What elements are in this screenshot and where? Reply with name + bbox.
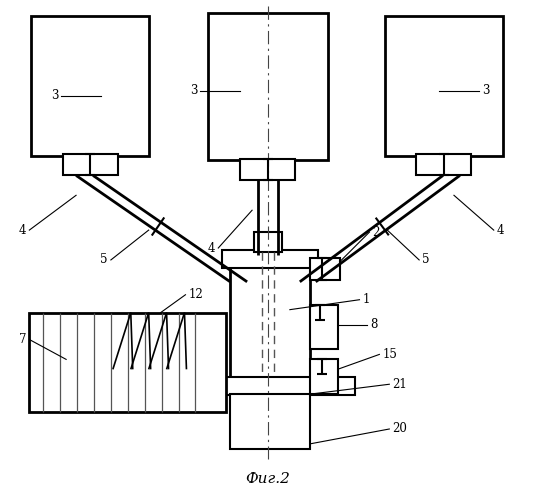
Bar [230, 394, 310, 449]
Text: 2: 2 [373, 226, 380, 239]
Text: 21: 21 [392, 378, 407, 391]
Text: 5: 5 [422, 253, 430, 266]
Bar [385, 16, 503, 156]
Bar [29, 313, 226, 412]
Bar [222, 250, 318, 268]
Text: Фиг.2: Фиг.2 [245, 472, 291, 486]
Text: 3: 3 [482, 84, 489, 97]
Bar [63, 154, 118, 176]
Text: 5: 5 [100, 253, 108, 266]
Bar [310, 359, 338, 394]
Bar [310, 305, 338, 349]
Text: 4: 4 [19, 224, 26, 237]
Text: 4: 4 [497, 224, 504, 237]
Text: 15: 15 [382, 348, 397, 361]
Bar [31, 16, 148, 156]
Text: 12: 12 [189, 288, 203, 301]
Text: 8: 8 [370, 318, 378, 331]
Bar [185, 377, 354, 395]
Text: 3: 3 [51, 89, 58, 102]
Bar [230, 255, 310, 379]
Bar [240, 159, 295, 180]
Text: 1: 1 [362, 293, 370, 306]
Text: 3: 3 [190, 84, 197, 97]
Text: 4: 4 [208, 242, 215, 254]
Bar [254, 232, 282, 252]
Text: 7: 7 [19, 333, 26, 346]
Text: 20: 20 [392, 423, 407, 436]
Bar [416, 154, 471, 176]
Bar [310, 258, 340, 280]
Bar [209, 13, 327, 161]
